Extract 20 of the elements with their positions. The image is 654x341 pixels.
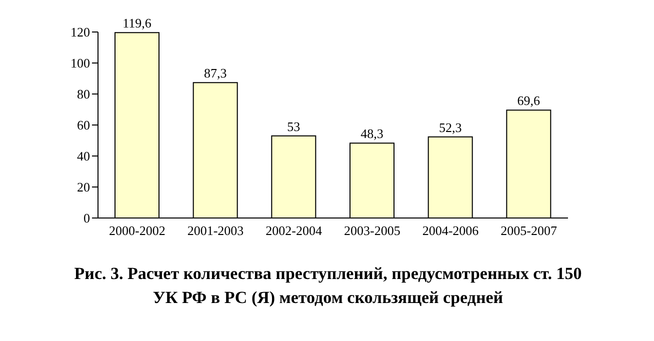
x-tick-label: 2005-2007: [500, 223, 558, 238]
y-tick-label: 120: [70, 24, 90, 40]
y-tick-label: 40: [77, 148, 90, 164]
x-tick-label: 2003-2005: [344, 223, 400, 238]
y-tick-label: 100: [70, 56, 90, 71]
data-label: 119,6: [122, 16, 152, 31]
data-label: 52,3: [438, 120, 462, 135]
x-tick-label: 2002-2004: [266, 223, 322, 238]
data-label: 69,6: [517, 93, 541, 108]
x-tick-label: 2000-2002: [108, 223, 166, 238]
data-label: 48,3: [360, 126, 384, 142]
y-tick-label: 0: [84, 210, 90, 226]
data-label: 53: [287, 118, 300, 134]
text: Рис. 3. Расчет количества преступлений, предусмотренных ст. 150 УК РФ в РС (Я) методом скользящей средней: [73, 263, 583, 309]
y-tick-label: 60: [77, 118, 90, 133]
y-tick-label: 80: [77, 86, 90, 102]
y-tick-label: 20: [77, 180, 90, 195]
data-label: 87,3: [204, 66, 227, 81]
x-tick-label: 2004-2006: [422, 223, 480, 238]
x-tick-label: 2001-2003: [187, 223, 244, 238]
